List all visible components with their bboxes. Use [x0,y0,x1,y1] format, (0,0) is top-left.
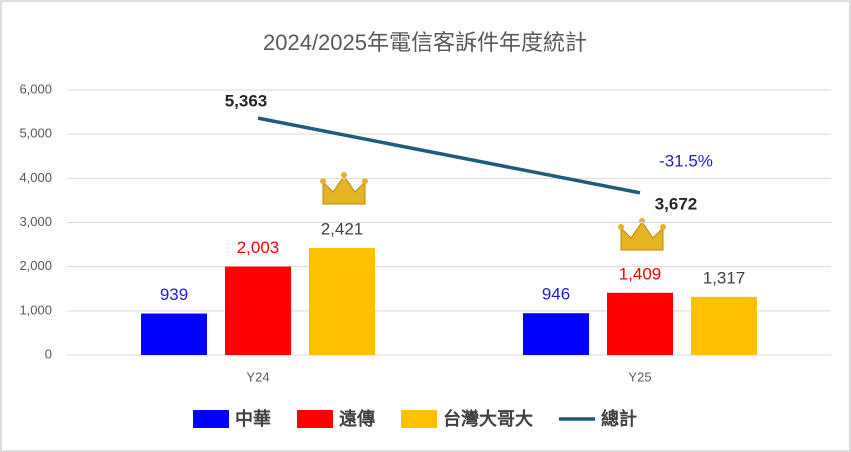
x-tick-label: Y24 [246,369,269,384]
data-label: 946 [542,285,570,304]
bar [607,292,673,355]
bar [309,248,375,355]
y-tick-label: 5,000 [19,126,52,141]
y-tick-label: 4,000 [19,170,52,185]
line-series [257,116,641,195]
data-label: 5,363 [225,92,268,111]
data-label: 939 [160,285,188,304]
x-tick-label: Y25 [628,369,651,384]
y-tick-label: 0 [45,346,52,361]
crown [320,172,368,205]
legend-swatch [193,410,229,428]
bar [141,313,207,355]
legend-label: 台灣大哥大 [443,408,533,429]
bar [691,296,757,355]
y-tick-label: 3,000 [19,214,52,229]
bar [225,266,291,355]
y-tick-label: 6,000 [19,81,52,96]
data-label: 1,409 [619,264,662,283]
bar [523,313,589,355]
legend-label: 總計 [601,408,637,429]
annotation: -31.5% [659,151,713,170]
legend-label: 遠傳 [339,408,375,429]
legend-swatch [401,410,437,428]
data-label: 2,421 [321,220,364,239]
data-label: 2,003 [237,238,280,257]
y-tick-label: 1,000 [19,302,52,317]
chart-title: 2024/2025年電信客訴件年度統計 [263,30,587,55]
legend-label: 中華 [235,408,271,429]
legend-swatch [297,410,333,428]
data-label: 1,317 [703,268,746,287]
y-tick-label: 2,000 [19,258,52,273]
data-label: 3,672 [655,194,698,213]
